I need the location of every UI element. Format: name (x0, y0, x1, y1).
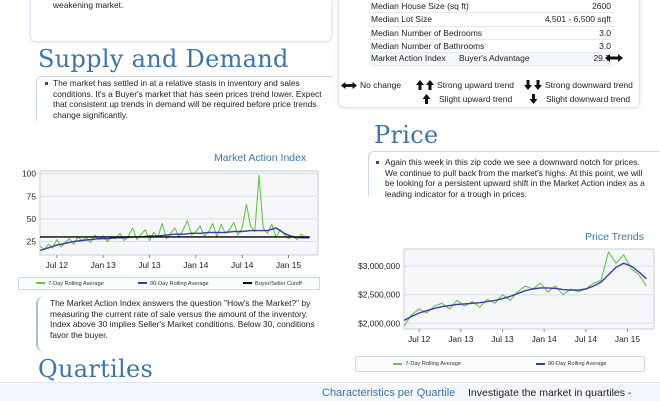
stat-row: Median Number of Bedrooms 3.0 (367, 26, 615, 40)
price-bullet (376, 161, 379, 164)
double-up-arrow-icon (416, 80, 434, 90)
y-tick-label: 100 (22, 169, 36, 179)
y-tick-label: 75 (27, 191, 37, 201)
legend-strong-down: Strong downward trend (524, 80, 633, 90)
mai-legend-cutoff: Buyer/Seller Cutoff (242, 280, 302, 287)
stat-label: Median House Size (sq ft) (367, 0, 521, 14)
y-tick-label: 25 (27, 236, 37, 246)
mai-legend-90day-label: 90-Day Rolling Average (150, 280, 209, 287)
mai-legend-7day: 7-Day Rolling Average (36, 281, 104, 287)
x-tick-label: Jan 14 (183, 260, 208, 270)
intro-card (30, 0, 332, 42)
x-tick-label: Jul 12 (408, 334, 431, 344)
stat-row: Median Lot Size 4,501 - 6,500 sqft (367, 12, 615, 27)
x-tick-label: Jan 15 (615, 334, 640, 344)
legend-slight-up: Slight upward trend (422, 94, 512, 104)
stat-value: 3.0 (520, 26, 615, 40)
x-tick-label: Jul 14 (231, 260, 254, 270)
down-arrow-icon (529, 94, 538, 104)
mai-stat-label: Market Action Index (371, 53, 446, 63)
stat-label: Median Number of Bedrooms (367, 26, 521, 40)
stats-table: Median House Size (sq ft) 2600 Median Lot… (367, 0, 615, 54)
legend-slight-up-label: Slight upward trend (439, 94, 513, 104)
supply-bracket (36, 76, 333, 121)
price-legend-7day-label: 7-Day Rolling Average (405, 361, 461, 367)
legend-strong-down-label: Strong downward trend (545, 80, 633, 90)
stat-value: 2600 (520, 0, 615, 14)
x-tick-label: Jan 14 (532, 334, 557, 344)
stat-label: Median Number of Bathrooms (367, 39, 521, 54)
double-down-arrow-icon (524, 80, 542, 90)
stat-row: Median Number of Bathrooms 3.0 (367, 39, 615, 54)
legend-no-change-label: No change (360, 80, 402, 90)
x-tick-label: Jan 13 (448, 334, 473, 344)
intro-tail-text: weakening market. (53, 0, 124, 10)
x-tick-label: Jul 13 (138, 260, 161, 270)
price-chart-legend: 7-Day Rolling Average 90-Day Rolling Ave… (355, 356, 645, 372)
supply-demand-heading: Supply and Demand (38, 45, 289, 73)
mai-stat-value: 29.7 (593, 53, 610, 63)
stat-label: Median Lot Size (367, 12, 521, 27)
x-tick-label: Jan 15 (276, 260, 301, 270)
x-tick-label: Jul 13 (491, 334, 514, 344)
supply-bullet (45, 82, 48, 85)
plot-area (39, 170, 319, 256)
characteristics-link[interactable]: Characteristics per Quartile (322, 387, 456, 399)
stat-value: 4,501 - 6,500 sqft (520, 12, 615, 27)
price-heading: Price (374, 121, 439, 149)
quartiles-heading: Quartiles (38, 355, 154, 383)
legend-strong-up: Strong upward trend (416, 80, 514, 90)
plot-area (403, 248, 655, 330)
price-chart: $2,000,000 $2,500,000 $3,000,000 Jul 12 Jan … (358, 248, 655, 344)
y-tick-label: $2,500,000 (358, 290, 400, 300)
stat-value: 3.0 (520, 39, 615, 54)
y-tick-label: $3,000,000 (358, 261, 400, 271)
price-text: Again this week in this zip code we see … (385, 157, 645, 199)
y-tick-label: 50 (27, 214, 37, 224)
mai-stat-row: Market Action Index Buyer's Advantage 29… (371, 53, 613, 66)
legend-slight-down-label: Slight downward trend (546, 94, 631, 104)
x-tick-label: Jul 12 (46, 260, 69, 270)
mai-note-brace (36, 296, 46, 352)
x-tick-label: Jan 13 (91, 260, 116, 270)
price-legend-7day: 7-Day Rolling Average (393, 361, 461, 367)
stat-row: Median House Size (sq ft) 2600 (367, 0, 615, 14)
price-legend-90day-label: 90-Day Rolling Average (547, 361, 607, 367)
supply-text: The market has settled in at a relative … (53, 78, 322, 120)
mai-chart-title: Market Action Index (214, 152, 307, 164)
series-line-7-day-rolling-average (39, 174, 310, 251)
series-line-7-day-rolling-average (403, 251, 647, 327)
mai-chart-legend: 7-Day Rolling Average 90-Day Rolling Ave… (18, 277, 320, 290)
legend-slight-down: Slight downward trend (529, 94, 630, 104)
price-bracket (368, 151, 659, 196)
series-line-90-day-rolling-average (39, 227, 310, 252)
left-right-arrow-icon (341, 81, 357, 89)
series-line-90-day-rolling-average (403, 262, 647, 322)
mai-legend-cutoff-label: Buyer/Seller Cutoff (254, 280, 302, 287)
left-right-arrow-icon (605, 54, 623, 62)
mai-chart: 25 50 75 100 Jul 12 Jan 13 Jul 13 Jan 14 Jul 14 J… (22, 169, 319, 270)
investigate-text: Investigate the market in quartiles - (468, 387, 632, 399)
x-tick-label: Jul 14 (575, 334, 598, 344)
price-chart-title: Price Trends (585, 231, 644, 243)
mai-legend-7day-label: 7-Day Rolling Average (48, 280, 104, 287)
price-legend-90day: 90-Day Rolling Average (535, 361, 607, 367)
legend-no-change: No change (341, 80, 401, 90)
y-tick-label: $2,000,000 (358, 318, 400, 328)
legend-strong-up-label: Strong upward trend (437, 80, 515, 90)
mai-legend-90day: 90-Day Rolling Average (138, 281, 209, 287)
mai-note-text: The Market Action Index answers the ques… (50, 298, 315, 340)
mai-stat-condition: Buyer's Advantage (459, 53, 530, 63)
quartiles-band (0, 382, 660, 401)
up-arrow-icon (422, 94, 431, 104)
